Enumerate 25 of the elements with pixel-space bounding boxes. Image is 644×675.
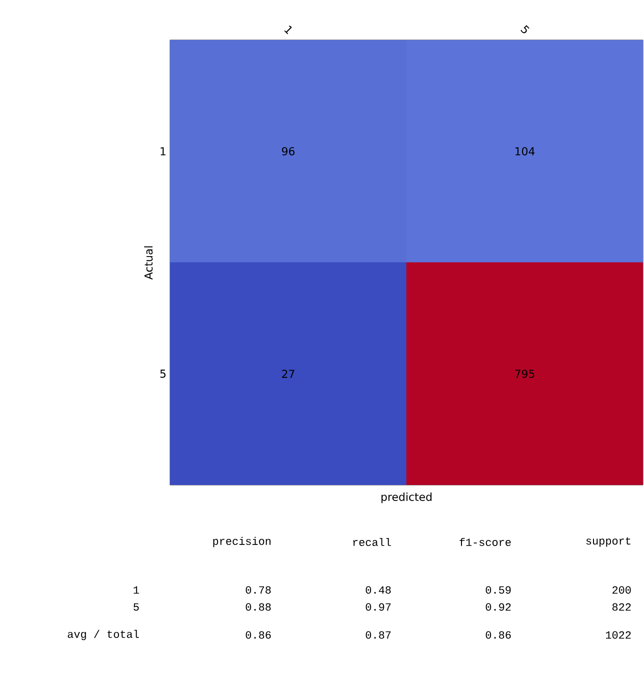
text: 5 <box>134 603 139 611</box>
data-label: 27 <box>282 370 294 378</box>
text: 0.87 <box>366 631 391 639</box>
text: 200 <box>612 586 631 594</box>
y-axis-title: Actual <box>144 246 153 280</box>
text: 0.92 <box>486 603 511 611</box>
data-label: 795 <box>515 370 534 378</box>
text: 0.97 <box>366 603 391 611</box>
x-axis-title: predicted <box>382 492 432 504</box>
text: support <box>586 537 630 547</box>
text: 0.48 <box>366 586 391 594</box>
text: 0.86 <box>486 631 511 639</box>
text: 1 <box>134 586 139 594</box>
data-label: 104 <box>515 147 535 156</box>
text: 0.88 <box>246 603 271 611</box>
data-label: 96 <box>282 147 295 156</box>
text: 0.78 <box>246 586 271 594</box>
text: 822 <box>612 603 631 611</box>
text: 0.59 <box>486 586 511 594</box>
text: 0.86 <box>246 631 271 639</box>
text: avg / total <box>68 630 139 640</box>
text: recall <box>353 538 391 546</box>
text: f1-score <box>460 538 511 546</box>
text: 1022 <box>606 631 631 639</box>
text: precision <box>213 536 270 548</box>
